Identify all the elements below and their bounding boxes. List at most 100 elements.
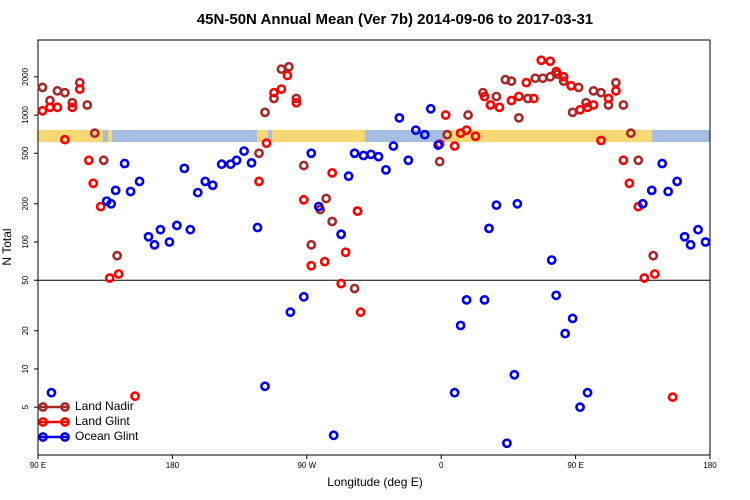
chart-title: 45N-50N Annual Mean (Ver 7b) 2014-09-06 … — [197, 11, 593, 28]
data-point — [276, 84, 287, 95]
data-point — [298, 291, 309, 302]
data-point — [455, 320, 466, 331]
data-point — [119, 158, 130, 169]
y-tick-label: 20 — [21, 326, 30, 335]
data-point — [269, 87, 279, 98]
data-point — [149, 239, 160, 250]
data-point — [528, 93, 539, 104]
data-point — [269, 93, 279, 104]
data-point — [231, 155, 242, 166]
data-point — [125, 186, 136, 197]
data-point — [336, 229, 347, 240]
x-tick-label: 180 — [166, 461, 180, 470]
data-point — [513, 91, 524, 102]
data-point — [588, 85, 599, 96]
data-point — [143, 231, 154, 242]
data-point — [685, 239, 696, 250]
y-tick-label: 50 — [21, 275, 30, 284]
data-point — [546, 255, 557, 266]
y-tick-label: 1000 — [21, 106, 30, 124]
data-point — [340, 247, 351, 258]
data-point — [327, 168, 338, 178]
x-tick-label: 90 E — [30, 461, 46, 470]
data-point — [530, 73, 541, 84]
data-point — [260, 381, 270, 392]
data-point — [59, 134, 70, 145]
data-point — [349, 283, 360, 294]
data-point — [463, 110, 473, 120]
data-point — [618, 100, 629, 110]
data-point — [433, 140, 444, 150]
data-point — [667, 392, 678, 403]
data-point — [291, 97, 302, 108]
data-point — [52, 85, 63, 96]
data-point — [95, 201, 106, 212]
data-point — [134, 176, 145, 187]
x-tick-label: 90 E — [567, 461, 583, 470]
data-point — [649, 269, 660, 279]
data-point — [403, 155, 414, 166]
data-point — [83, 155, 94, 166]
data-point — [373, 151, 384, 162]
data-point — [551, 66, 562, 77]
data-point — [283, 61, 294, 72]
data-point — [192, 187, 203, 198]
data-point — [394, 112, 405, 123]
legend-label: Land Glint — [75, 414, 130, 428]
data-point — [513, 112, 524, 123]
data-point — [82, 100, 93, 110]
data-point — [596, 135, 606, 146]
data-point — [98, 155, 109, 166]
data-point — [110, 185, 121, 196]
data-point — [59, 87, 70, 98]
legend-label: Ocean Glint — [75, 429, 139, 443]
y-tick-label: 500 — [21, 146, 30, 160]
ocean-strip — [365, 130, 446, 142]
data-point — [155, 224, 166, 235]
data-point — [637, 198, 648, 209]
data-point — [560, 328, 571, 339]
data-point — [479, 294, 490, 305]
data-point — [313, 201, 324, 212]
legend-marker — [60, 417, 70, 427]
data-point — [260, 107, 270, 118]
data-point — [633, 155, 644, 166]
data-point — [425, 103, 436, 114]
data-point — [37, 105, 48, 116]
data-point — [588, 100, 599, 110]
data-point — [494, 102, 505, 113]
data-point — [536, 55, 547, 66]
data-point — [491, 91, 502, 102]
data-point — [45, 102, 55, 113]
data-point — [358, 150, 369, 161]
data-point — [207, 180, 218, 191]
data-point — [575, 402, 585, 413]
x-tick-label: 180 — [703, 461, 717, 470]
ocean-strip — [103, 130, 108, 142]
data-point — [479, 91, 490, 102]
data-point — [625, 128, 636, 139]
data-point — [327, 216, 338, 227]
data-point — [366, 149, 376, 160]
x-axis-label: Longitude (deg E) — [327, 475, 422, 489]
data-point — [410, 125, 421, 136]
data-point — [611, 85, 621, 96]
data-point — [328, 430, 339, 441]
data-point — [558, 71, 569, 82]
data-point — [254, 148, 264, 159]
data-point — [52, 102, 63, 113]
data-point — [246, 157, 257, 168]
data-point — [106, 198, 117, 209]
data-point — [298, 160, 309, 171]
data-point — [551, 290, 562, 301]
legend-marker — [38, 417, 48, 427]
y-tick-label: 2000 — [21, 67, 30, 85]
data-point — [639, 273, 650, 283]
ocean-strip — [268, 130, 272, 142]
data-point — [449, 141, 460, 151]
data-point — [282, 70, 293, 81]
data-point — [306, 239, 317, 250]
data-point — [693, 224, 703, 235]
data-point — [624, 178, 635, 189]
